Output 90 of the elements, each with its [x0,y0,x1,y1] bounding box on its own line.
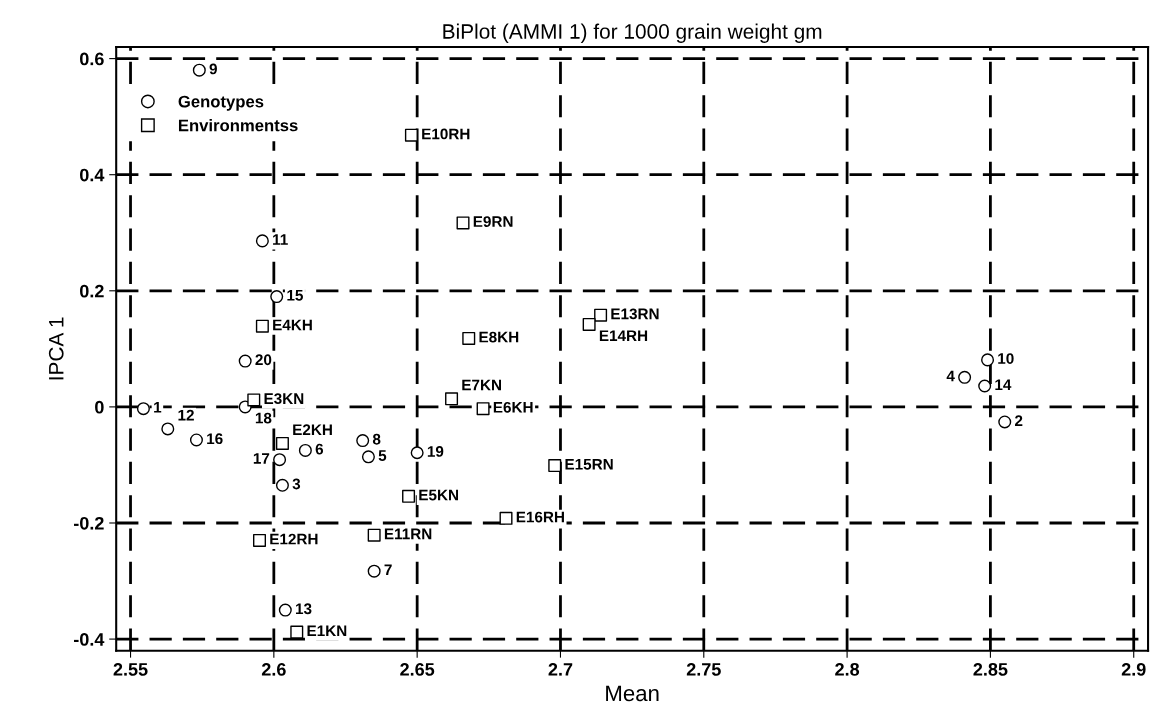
annotation: 12 [178,409,194,421]
point [270,290,284,304]
point [136,402,150,416]
annotation: 4 [946,370,955,382]
annotation: 2 [1014,415,1023,426]
point [253,533,267,547]
point [298,443,312,457]
annotation: 13 [295,603,312,615]
point [275,478,289,492]
point [958,370,972,384]
point [189,433,203,447]
annotation: 18 [255,412,272,424]
point [255,319,269,333]
annotation: E4KH [273,319,312,331]
annotation: 1 [154,402,162,413]
annotation: E11RN [384,528,432,540]
point [275,436,289,450]
x-tick-label: 2.7 [548,662,573,676]
annotation: 10 [998,353,1014,364]
annotation: 7 [384,564,392,576]
x-axis-title: Mean [606,685,659,702]
annotation: 11 [273,234,288,245]
point [192,63,206,77]
x-tick-label: 2.9 [1121,662,1146,676]
annotation: 3 [292,478,301,490]
x-tick-label: 2.75 [686,662,721,676]
annotation: 17 [253,453,270,464]
legend-label: Genotypes [178,95,264,111]
legend-label: Environmentss [178,119,298,132]
point [247,393,261,407]
annotation: 16 [207,433,223,445]
y-axis-title: IPCA 1 [48,317,64,380]
annotation: E8KH [479,331,519,343]
annotation: 8 [372,433,381,445]
annotation: E7KN [462,379,501,391]
annotation: E10RH [422,128,470,140]
annotation: E6KH [493,401,533,413]
point [367,528,381,542]
annotation: 5 [378,450,387,461]
point [456,216,470,230]
point [981,353,995,367]
annotation: E3KN [264,393,304,405]
y-tick-label: 0.6 [80,52,104,66]
annotation: 15 [287,290,303,301]
point [476,402,490,416]
x-tick-label: 2.8 [835,662,860,676]
point [356,434,370,448]
point [548,459,562,473]
point [273,453,287,467]
point [978,379,992,393]
point [499,511,513,525]
point [462,331,476,345]
point [367,564,381,578]
point [402,489,416,503]
annotation: E14RH [599,330,648,341]
point [998,415,1012,429]
point [290,625,304,639]
point [161,422,175,436]
annotation: E12RH [270,533,318,545]
y-tick-label: 0.2 [80,284,104,298]
point [361,450,375,464]
x-tick-label: 2.85 [973,662,1008,676]
point [238,354,252,368]
point [255,234,269,248]
point [582,317,596,331]
point [594,308,608,322]
annotation: E5KN [419,489,459,501]
point [278,603,292,617]
annotation: 14 [995,379,1012,390]
y-tick-label: 0 [95,400,104,414]
x-tick-label: 2.6 [261,662,286,676]
x-tick-label: 2.65 [400,662,435,676]
y-tick-label: -0.2 [73,516,104,530]
annotation: E16RH [516,511,564,523]
point [404,128,418,142]
point [445,392,459,406]
chart-title: BiPlot (AMMI 1) for 1000 grain weight gm [443,23,822,43]
annotation: E13RN [611,308,659,320]
annotation: E1KN [307,625,347,637]
point [410,446,424,460]
annotation: 19 [427,446,444,457]
annotation: 6 [315,443,324,455]
y-tick-label: 0.4 [80,168,105,182]
annotation: E15RN [565,458,613,470]
annotation: 20 [255,354,272,366]
annotation: E9RN [473,216,513,227]
annotation: 9 [209,63,217,75]
y-tick-label: -0.4 [73,633,105,646]
x-tick-label: 2.55 [113,662,148,676]
annotation: E2KH [293,424,332,435]
